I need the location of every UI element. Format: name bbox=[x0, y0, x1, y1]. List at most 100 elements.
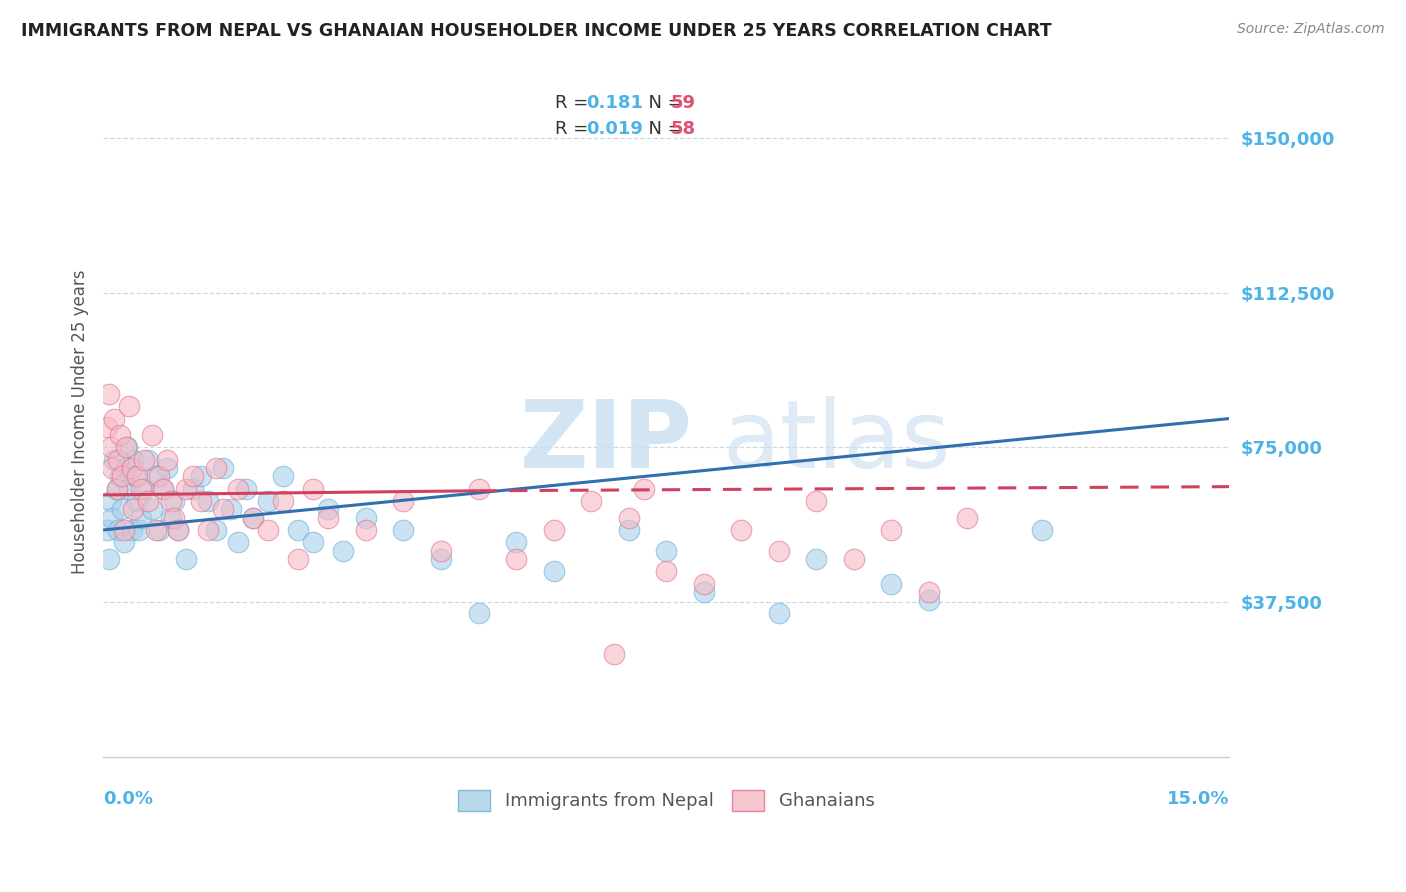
Point bbox=[103, 453, 125, 467]
Point bbox=[242, 510, 264, 524]
Point bbox=[134, 482, 156, 496]
Point bbox=[98, 552, 121, 566]
Point bbox=[145, 523, 167, 537]
Point bbox=[114, 461, 136, 475]
Point bbox=[114, 441, 136, 455]
Point bbox=[141, 502, 163, 516]
Point bbox=[204, 461, 226, 475]
Point bbox=[730, 523, 752, 537]
Point bbox=[1031, 523, 1053, 537]
Point bbox=[257, 523, 280, 537]
Point bbox=[318, 502, 340, 516]
Text: 58: 58 bbox=[671, 120, 696, 138]
Text: IMMIGRANTS FROM NEPAL VS GHANAIAN HOUSEHOLDER INCOME UNDER 25 YEARS CORRELATION : IMMIGRANTS FROM NEPAL VS GHANAIAN HOUSEH… bbox=[21, 22, 1052, 40]
Point bbox=[806, 552, 828, 566]
Point bbox=[197, 494, 219, 508]
Point bbox=[122, 453, 145, 467]
Point bbox=[880, 523, 903, 537]
Point bbox=[579, 494, 602, 508]
Point bbox=[181, 482, 204, 496]
Point bbox=[107, 523, 129, 537]
Point bbox=[235, 482, 257, 496]
Point bbox=[101, 510, 124, 524]
Point bbox=[693, 576, 716, 591]
Point bbox=[768, 606, 790, 620]
Text: 0.181: 0.181 bbox=[586, 94, 644, 112]
Point bbox=[392, 523, 415, 537]
Point bbox=[111, 502, 134, 516]
Point bbox=[318, 510, 340, 524]
Text: N =: N = bbox=[637, 94, 689, 112]
Text: Source: ZipAtlas.com: Source: ZipAtlas.com bbox=[1237, 22, 1385, 37]
Text: 59: 59 bbox=[671, 94, 696, 112]
Point bbox=[152, 482, 174, 496]
Point bbox=[105, 482, 128, 496]
Point bbox=[148, 469, 170, 483]
Point bbox=[693, 585, 716, 599]
Text: R =: R = bbox=[555, 120, 595, 138]
Text: N =: N = bbox=[637, 120, 689, 138]
Point bbox=[302, 482, 325, 496]
Point bbox=[806, 494, 828, 508]
Point bbox=[118, 399, 141, 413]
Point bbox=[108, 469, 131, 483]
Point bbox=[129, 482, 152, 496]
Point bbox=[287, 523, 309, 537]
Point bbox=[112, 535, 135, 549]
Point bbox=[115, 441, 138, 455]
Point bbox=[163, 494, 186, 508]
Point bbox=[633, 482, 655, 496]
Point bbox=[107, 453, 129, 467]
Point bbox=[96, 523, 118, 537]
Point bbox=[141, 428, 163, 442]
Point bbox=[159, 510, 181, 524]
Point bbox=[152, 482, 174, 496]
Point bbox=[136, 494, 159, 508]
Point bbox=[226, 535, 249, 549]
Point bbox=[617, 523, 640, 537]
Text: 15.0%: 15.0% bbox=[1167, 790, 1229, 808]
Point bbox=[136, 453, 159, 467]
Point bbox=[302, 535, 325, 549]
Point bbox=[167, 523, 190, 537]
Point bbox=[108, 428, 131, 442]
Point bbox=[125, 469, 148, 483]
Text: ZIP: ZIP bbox=[520, 396, 693, 488]
Point bbox=[167, 523, 190, 537]
Point bbox=[655, 564, 678, 578]
Text: R =: R = bbox=[555, 94, 595, 112]
Point bbox=[129, 510, 152, 524]
Point bbox=[430, 543, 453, 558]
Point bbox=[190, 469, 212, 483]
Point bbox=[163, 510, 186, 524]
Point bbox=[430, 552, 453, 566]
Point bbox=[112, 523, 135, 537]
Point bbox=[100, 494, 122, 508]
Point bbox=[273, 494, 295, 508]
Point bbox=[111, 469, 134, 483]
Point bbox=[392, 494, 415, 508]
Point bbox=[121, 523, 143, 537]
Point bbox=[257, 494, 280, 508]
Point bbox=[101, 461, 124, 475]
Point bbox=[505, 552, 527, 566]
Point bbox=[100, 441, 122, 455]
Point bbox=[190, 494, 212, 508]
Point bbox=[918, 585, 941, 599]
Point bbox=[98, 386, 121, 401]
Point bbox=[181, 469, 204, 483]
Point bbox=[125, 494, 148, 508]
Point bbox=[617, 510, 640, 524]
Point bbox=[332, 543, 354, 558]
Point bbox=[467, 482, 489, 496]
Point bbox=[602, 647, 624, 661]
Point bbox=[273, 469, 295, 483]
Point bbox=[655, 543, 678, 558]
Point bbox=[918, 593, 941, 607]
Point bbox=[197, 523, 219, 537]
Point bbox=[842, 552, 865, 566]
Point bbox=[159, 494, 181, 508]
Text: atlas: atlas bbox=[723, 396, 950, 488]
Point bbox=[121, 461, 143, 475]
Point bbox=[145, 469, 167, 483]
